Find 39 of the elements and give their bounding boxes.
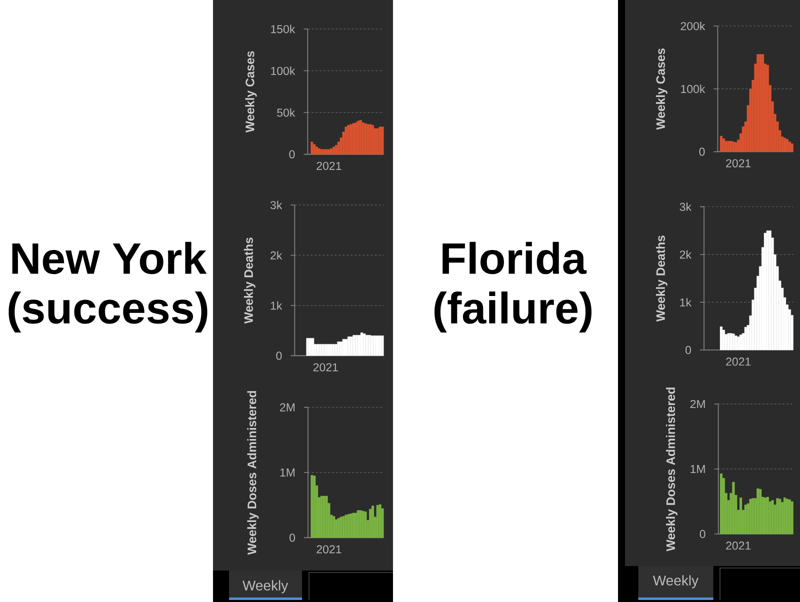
y-axis-title: Weekly Deaths <box>244 238 256 324</box>
x-tick-label: 2021 <box>726 159 751 168</box>
y-tick-label: 150k <box>271 24 296 34</box>
text: Weekly <box>652 575 699 588</box>
y-tick-label: 1M <box>690 465 705 473</box>
x-tick-label: 2021 <box>726 542 751 550</box>
y-axis-title: Weekly Deaths <box>656 236 668 322</box>
text: (failure) <box>434 291 592 332</box>
y-tick-label: 2k <box>270 251 282 260</box>
text: Weekly <box>242 580 288 594</box>
y-tick-label: 1k <box>680 298 692 306</box>
y-axis-title: Weekly Doses Administered <box>666 388 678 552</box>
y-tick-label: 0 <box>289 150 295 158</box>
y-tick-label: 0 <box>700 530 706 538</box>
y-tick-label: 100k <box>681 84 706 94</box>
y-tick-label: 0 <box>686 346 692 354</box>
y-tick-label: 0 <box>276 352 282 360</box>
x-tick-label: 2021 <box>316 162 342 170</box>
y-tick-label: 2M <box>280 403 295 412</box>
x-tick-label: 2021 <box>316 545 342 554</box>
x-tick-label: 2021 <box>313 363 338 372</box>
text: Florida <box>442 242 587 274</box>
y-tick-label: 2M <box>690 400 705 408</box>
y-tick-label: 100k <box>271 66 296 75</box>
y-tick-label: 1M <box>280 468 295 476</box>
y-tick-label: 200k <box>680 22 706 30</box>
y-tick-label: 50k <box>277 108 296 117</box>
text: (success) <box>8 291 208 332</box>
y-tick-label: 0 <box>699 148 705 156</box>
x-tick-label: 2021 <box>726 358 751 366</box>
text: New York <box>12 242 207 274</box>
y-tick-label: 3k <box>270 200 282 210</box>
y-tick-label: 3k <box>680 202 692 211</box>
y-axis-title: Weekly Cases <box>656 48 668 130</box>
y-axis-title: Weekly Cases <box>245 51 257 133</box>
y-tick-label: 2k <box>680 250 692 259</box>
y-tick-label: 0 <box>290 534 296 542</box>
y-axis-title: Weekly Doses Administered <box>247 391 259 555</box>
y-tick-label: 1k <box>270 301 282 310</box>
